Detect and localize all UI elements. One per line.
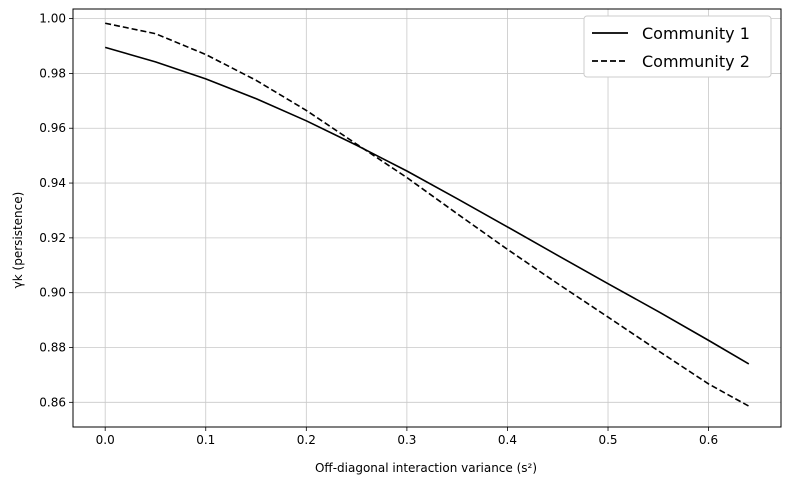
legend-label-community-1: Community 1 xyxy=(642,24,750,43)
y-axis-label: γk (persistence) xyxy=(11,192,25,289)
legend-label-community-2: Community 2 xyxy=(642,52,750,71)
x-tick-label: 0.3 xyxy=(397,433,416,447)
legend-box xyxy=(583,15,772,78)
y-tick-label: 1.00 xyxy=(39,12,66,26)
x-tick-label: 0.0 xyxy=(96,433,115,447)
y-tick-label: 0.96 xyxy=(39,121,66,135)
y-axis: 0.86 0.88 0.90 0.92 0.94 0.96 0.98 1.00 xyxy=(39,12,73,409)
y-tick-label: 0.88 xyxy=(39,341,66,355)
x-tick-label: 0.5 xyxy=(598,433,617,447)
x-tick-label: 0.1 xyxy=(196,433,215,447)
x-axis: 0.0 0.1 0.2 0.3 0.4 0.5 0.6 xyxy=(96,427,718,447)
x-tick-label: 0.6 xyxy=(699,433,718,447)
y-tick-label: 0.86 xyxy=(39,395,66,409)
y-tick-label: 0.94 xyxy=(39,176,66,190)
y-tick-label: 0.98 xyxy=(39,66,66,80)
series-line-community-1 xyxy=(104,46,750,365)
plot-area-frame xyxy=(72,8,782,428)
x-tick-label: 0.4 xyxy=(498,433,517,447)
series-lines xyxy=(104,22,750,407)
x-axis-label: Off-diagonal interaction variance (s²) xyxy=(315,461,537,475)
x-tick-label: 0.2 xyxy=(297,433,316,447)
legend: Community 1 Community 2 xyxy=(583,15,772,78)
grid-lines xyxy=(73,9,781,427)
y-tick-label: 0.92 xyxy=(39,231,66,245)
y-tick-label: 0.90 xyxy=(39,286,66,300)
series-line-community-2 xyxy=(105,22,750,407)
